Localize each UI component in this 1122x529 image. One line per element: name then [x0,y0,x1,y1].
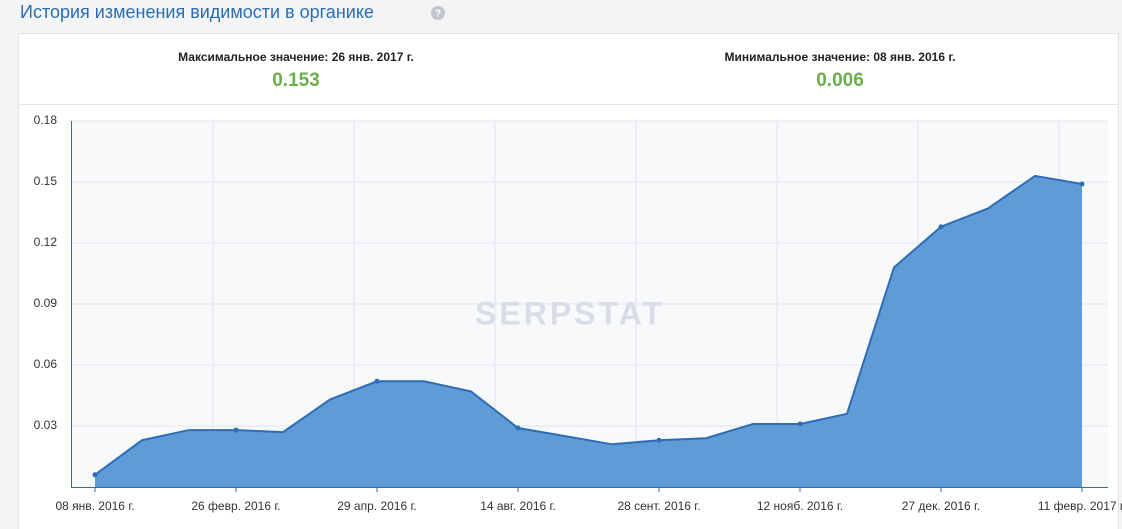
y-tick-label: 0.18 [34,113,58,127]
x-tick-label: 27 дек. 2016 г. [902,499,981,513]
x-tick-label: 11 февр. 2017 г. [1038,499,1122,513]
stat-label: Максимальное значение: 26 янв. 2017 г. [178,50,414,64]
y-tick-label: 0.03 [34,418,58,432]
line [94,174,1083,476]
x-tick-label: 08 янв. 2016 г. [55,499,134,513]
area [95,175,1082,487]
y-tick-label: 0.06 [34,357,58,371]
point [938,224,944,230]
x-tick-label: 29 апр. 2016 г. [337,499,416,513]
x-tick-label: 28 сент. 2016 г. [617,499,700,513]
x-tick-label: 14 авг. 2016 г. [480,499,556,513]
stat-value: 0.153 [272,70,320,91]
point [1079,181,1085,187]
page-title: История изменения видимости в органике [20,2,374,22]
y-tick-label: 0.15 [34,174,58,188]
x-tick-label: 12 нояб. 2016 г. [757,499,843,513]
watermark: SERPSTAT [475,295,665,331]
help-icon-glyph: ? [435,9,441,20]
help-icon[interactable] [431,6,445,20]
point [656,437,662,443]
point [374,378,380,384]
point [233,427,239,433]
point [515,425,521,431]
point [92,472,98,478]
point [797,421,803,427]
y-tick-label: 0.12 [34,235,58,249]
x-tick-label: 26 февр. 2016 г. [191,499,280,513]
stat-label: Минимальное значение: 08 янв. 2016 г. [725,50,956,64]
y-tick-label: 0.09 [34,296,58,310]
stat-value: 0.006 [816,70,864,91]
